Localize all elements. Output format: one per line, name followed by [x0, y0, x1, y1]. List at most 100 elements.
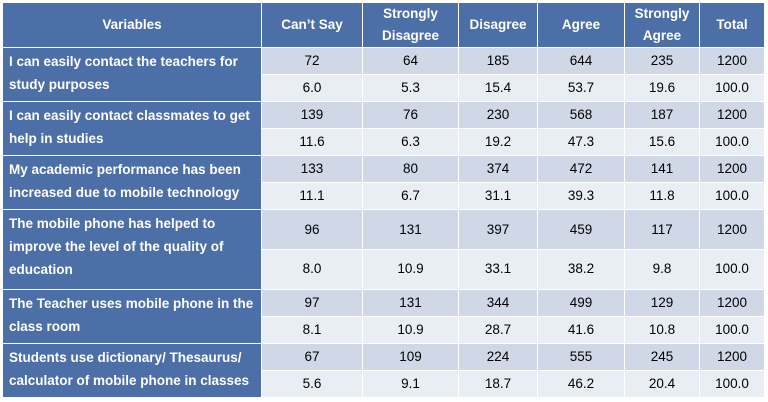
count-cell-total: 1200	[699, 155, 765, 184]
count-cell-strongly-agree: 245	[624, 342, 700, 371]
count-cell-strongly-agree: 187	[624, 101, 700, 130]
count-cell-disagree: 397	[458, 209, 538, 251]
percent-cell-agree: 39.3	[537, 182, 625, 211]
count-cell-total: 1200	[699, 46, 765, 76]
count-cell-strongly-disagree: 109	[362, 342, 459, 371]
percent-cell-cant-say: 11.6	[261, 128, 363, 157]
percent-cell-total: 100.0	[699, 182, 765, 211]
count-cell-strongly-agree: 141	[624, 155, 700, 184]
percent-cell-disagree: 31.1	[458, 182, 538, 211]
variable-label: I can easily contact classmates to get h…	[2, 101, 262, 157]
count-cell-agree: 472	[537, 155, 625, 184]
count-cell-agree: 459	[537, 209, 625, 251]
count-cell-cant-say: 67	[261, 342, 363, 371]
percent-cell-total: 100.0	[699, 74, 765, 103]
percent-cell-strongly-disagree: 6.3	[362, 128, 459, 157]
table-row-counts: The mobile phone has helped to improve t…	[2, 209, 765, 290]
percent-cell-disagree: 33.1	[458, 249, 538, 290]
count-cell-strongly-disagree: 131	[362, 288, 459, 317]
percent-cell-agree: 47.3	[537, 128, 625, 157]
percent-cell-disagree: 28.7	[458, 315, 538, 344]
count-cell-disagree: 185	[458, 46, 538, 76]
percent-cell-cant-say: 11.1	[261, 182, 363, 211]
header-disagree: Disagree	[458, 2, 538, 48]
count-cell-cant-say: 96	[261, 209, 363, 251]
count-cell-strongly-disagree: 76	[362, 101, 459, 130]
percent-cell-strongly-disagree: 5.3	[362, 74, 459, 103]
percent-cell-total: 100.0	[699, 249, 765, 290]
table-row-counts: My academic performance has been increas…	[2, 155, 765, 211]
percent-cell-agree: 46.2	[537, 369, 625, 399]
table-row-percents: 6.0 5.3 15.4 53.7 19.6 100.0	[3, 74, 765, 103]
count-cell-cant-say: 72	[261, 46, 363, 76]
header-total: Total	[699, 2, 765, 48]
table-row-percents: 11.1 6.7 31.1 39.3 11.8 100.0	[3, 182, 765, 211]
count-cell-agree: 499	[537, 288, 625, 317]
count-cell-agree: 568	[537, 101, 625, 130]
percent-cell-cant-say: 8.1	[261, 315, 363, 344]
percent-cell-strongly-agree: 15.6	[624, 128, 700, 157]
percent-cell-disagree: 19.2	[458, 128, 538, 157]
count-cell-total: 1200	[699, 288, 765, 317]
count-cell-disagree: 344	[458, 288, 538, 317]
header-cant-say: Can’t Say	[261, 2, 363, 48]
count-cell-agree: 555	[537, 342, 625, 371]
percent-cell-strongly-disagree: 10.9	[362, 249, 459, 290]
count-cell-total: 1200	[699, 209, 765, 251]
count-cell-strongly-agree: 235	[624, 46, 700, 76]
table-header-row: Variables Can’t Say Strongly Disagree Di…	[2, 2, 765, 48]
table-row-percents: 8.0 10.9 33.1 38.2 9.8 100.0	[3, 249, 765, 290]
count-cell-cant-say: 139	[261, 101, 363, 130]
header-strongly-disagree: Strongly Disagree	[362, 2, 459, 48]
percent-cell-cant-say: 8.0	[261, 249, 363, 290]
percent-cell-agree: 38.2	[537, 249, 625, 290]
variable-label: Students use dictionary/ Thesaurus/ calc…	[2, 342, 262, 399]
percent-cell-cant-say: 6.0	[261, 74, 363, 103]
header-variables: Variables	[2, 2, 262, 48]
table-body: I can easily contact the teachers for st…	[2, 46, 765, 399]
percent-cell-total: 100.0	[699, 128, 765, 157]
percent-cell-total: 100.0	[699, 369, 765, 399]
variable-label: My academic performance has been increas…	[2, 155, 262, 211]
table-row-counts: I can easily contact the teachers for st…	[2, 46, 765, 103]
table-row-percents: 11.6 6.3 19.2 47.3 15.6 100.0	[3, 128, 765, 157]
count-cell-agree: 644	[537, 46, 625, 76]
percent-cell-cant-say: 5.6	[261, 369, 363, 399]
table-row-counts: Students use dictionary/ Thesaurus/ calc…	[2, 342, 765, 399]
percent-cell-total: 100.0	[699, 315, 765, 344]
count-cell-strongly-agree: 117	[624, 209, 700, 251]
count-cell-total: 1200	[699, 342, 765, 371]
table-row-percents: 5.6 9.1 18.7 46.2 20.4 100.0	[3, 369, 765, 399]
count-cell-cant-say: 133	[261, 155, 363, 184]
variable-label: The mobile phone has helped to improve t…	[2, 209, 262, 290]
percent-cell-strongly-disagree: 9.1	[362, 369, 459, 399]
count-cell-strongly-disagree: 64	[362, 46, 459, 76]
percent-cell-strongly-disagree: 6.7	[362, 182, 459, 211]
count-cell-disagree: 230	[458, 101, 538, 130]
percent-cell-strongly-agree: 9.8	[624, 249, 700, 290]
header-agree: Agree	[537, 2, 625, 48]
count-cell-total: 1200	[699, 101, 765, 130]
count-cell-strongly-disagree: 131	[362, 209, 459, 251]
variable-label: The Teacher uses mobile phone in the cla…	[2, 288, 262, 344]
percent-cell-agree: 41.6	[537, 315, 625, 344]
percent-cell-disagree: 18.7	[458, 369, 538, 399]
count-cell-cant-say: 97	[261, 288, 363, 317]
percent-cell-agree: 53.7	[537, 74, 625, 103]
count-cell-strongly-disagree: 80	[362, 155, 459, 184]
count-cell-strongly-agree: 129	[624, 288, 700, 317]
count-cell-disagree: 374	[458, 155, 538, 184]
count-cell-disagree: 224	[458, 342, 538, 371]
percent-cell-strongly-agree: 19.6	[624, 74, 700, 103]
variable-label: I can easily contact the teachers for st…	[2, 46, 262, 103]
percent-cell-strongly-disagree: 10.9	[362, 315, 459, 344]
table-row-percents: 8.1 10.9 28.7 41.6 10.8 100.0	[3, 315, 765, 344]
header-strongly-agree: Strongly Agree	[624, 2, 700, 48]
table-row-counts: The Teacher uses mobile phone in the cla…	[2, 288, 765, 344]
percent-cell-strongly-agree: 10.8	[624, 315, 700, 344]
percent-cell-disagree: 15.4	[458, 74, 538, 103]
table-row-counts: I can easily contact classmates to get h…	[2, 101, 765, 157]
percent-cell-strongly-agree: 11.8	[624, 182, 700, 211]
percent-cell-strongly-agree: 20.4	[624, 369, 700, 399]
